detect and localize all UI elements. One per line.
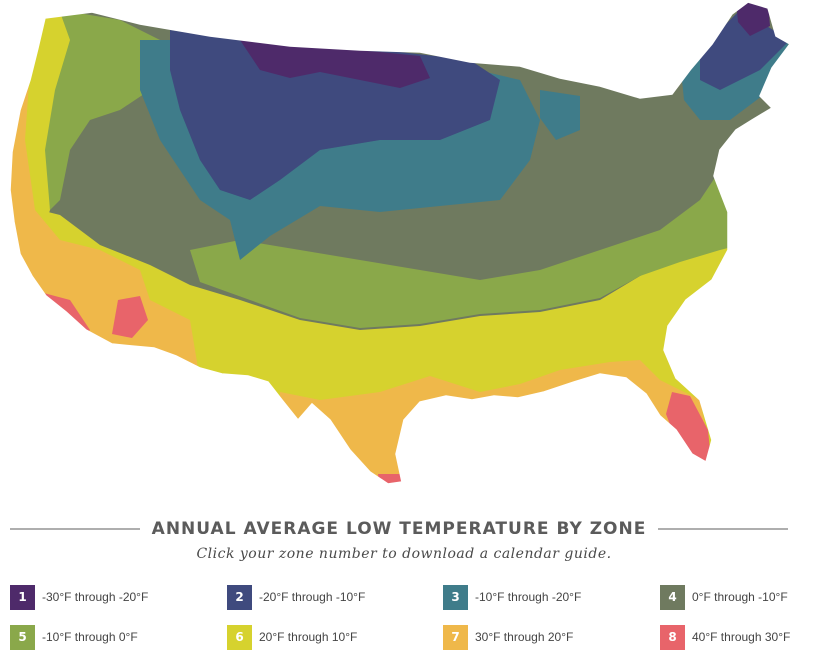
legend-title: ANNUAL AVERAGE LOW TEMPERATURE BY ZONE bbox=[151, 519, 647, 539]
zone-1-link[interactable]: 1 -30°F through -20°F bbox=[10, 584, 148, 610]
zone-4-range: 0°F through -10°F bbox=[692, 590, 788, 604]
zone-7-range: 30°F through 20°F bbox=[475, 630, 574, 644]
legend-title-row: ANNUAL AVERAGE LOW TEMPERATURE BY ZONE bbox=[10, 516, 788, 542]
zone-1-northeast-region bbox=[736, 2, 770, 36]
zone-3-swatch[interactable]: 3 bbox=[443, 584, 468, 610]
legend-subtitle: Click your zone number to download a cal… bbox=[196, 546, 612, 562]
zone-5-range: -10°F through 0°F bbox=[42, 630, 138, 644]
zone-6-link[interactable]: 6 20°F through 10°F bbox=[227, 624, 357, 650]
zone-2-range: -20°F through -10°F bbox=[259, 590, 366, 604]
zone-2-swatch[interactable]: 2 bbox=[227, 584, 252, 610]
zone-7-swatch[interactable]: 7 bbox=[443, 624, 468, 650]
zone-6-swatch[interactable]: 6 bbox=[227, 624, 252, 650]
zone-5-region bbox=[190, 150, 760, 328]
zone-1-region bbox=[240, 40, 430, 88]
zone-6-range: 20°F through 10°F bbox=[259, 630, 358, 644]
zone-2-northeast-region bbox=[700, 10, 790, 90]
zone-8-swatch[interactable]: 8 bbox=[660, 624, 685, 650]
title-rule-right bbox=[658, 528, 788, 530]
zone-8-desert-region bbox=[112, 296, 148, 338]
zone-8-florida-region bbox=[666, 392, 712, 470]
map-svg bbox=[9, 1, 791, 485]
zone-5-west-region bbox=[40, 10, 160, 210]
zone-2-link[interactable]: 2 -20°F through -10°F bbox=[227, 584, 365, 610]
zone-3-link[interactable]: 3 -10°F through -20°F bbox=[443, 584, 581, 610]
zone-4-link[interactable]: 4 0°F through -10°F bbox=[660, 584, 788, 610]
zone-1-range: -30°F through -20°F bbox=[42, 590, 149, 604]
zone-8-link[interactable]: 8 40°F through 30°F bbox=[660, 624, 790, 650]
zone-5-swatch[interactable]: 5 bbox=[10, 624, 35, 650]
zone-3-lakes-region bbox=[540, 90, 580, 140]
zone-7-link[interactable]: 7 30°F through 20°F bbox=[443, 624, 573, 650]
usa-hardiness-zone-map bbox=[9, 1, 791, 485]
title-rule-left bbox=[10, 528, 140, 530]
zone-4-swatch[interactable]: 4 bbox=[660, 584, 685, 610]
zone-3-range: -10°F through -20°F bbox=[475, 590, 582, 604]
zone-8-range: 40°F through 30°F bbox=[692, 630, 791, 644]
zone-5-link[interactable]: 5 -10°F through 0°F bbox=[10, 624, 138, 650]
zone-1-swatch[interactable]: 1 bbox=[10, 584, 35, 610]
zone-regions bbox=[10, 2, 790, 484]
zone-legend: 1 -30°F through -20°F 2 -20°F through -1… bbox=[10, 584, 810, 660]
